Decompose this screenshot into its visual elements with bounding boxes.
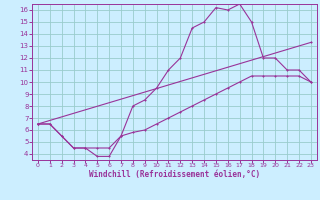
X-axis label: Windchill (Refroidissement éolien,°C): Windchill (Refroidissement éolien,°C) xyxy=(89,170,260,179)
